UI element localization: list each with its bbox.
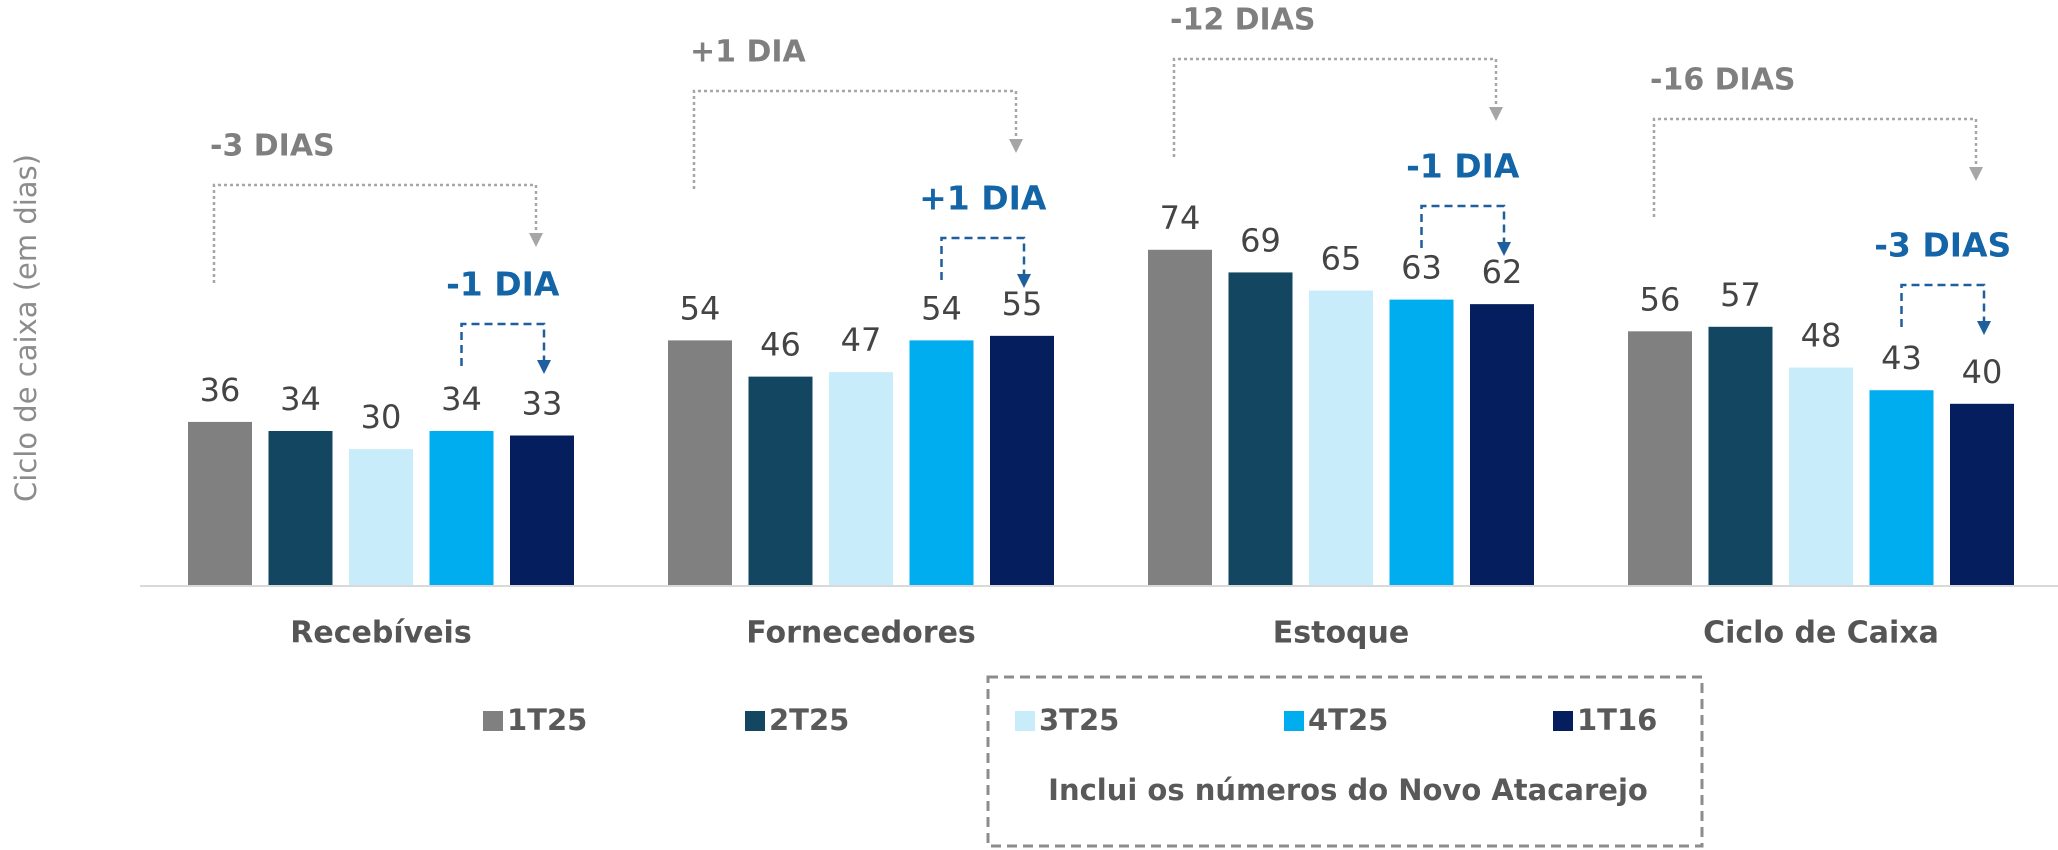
total-bracket-arrow	[1969, 167, 1983, 181]
bar	[829, 372, 893, 585]
quarter-bracket-arrow	[1977, 321, 1991, 335]
value-label: 57	[1720, 276, 1761, 314]
bar	[1470, 304, 1534, 585]
legend-label: 2T25	[769, 703, 849, 737]
total-annotation: +1 DIA	[690, 35, 807, 70]
value-label: 54	[921, 289, 962, 327]
bar	[1869, 390, 1934, 585]
value-label: 46	[760, 326, 801, 364]
bar	[188, 421, 252, 585]
quarter-bracket	[1900, 283, 1986, 327]
quarter-bracket-arrow	[1017, 274, 1031, 288]
bar	[268, 430, 333, 585]
total-bracket	[692, 89, 1018, 189]
value-label: 30	[361, 398, 402, 436]
value-label: 48	[1801, 317, 1842, 355]
x-tick-label: Ciclo de Caixa	[1703, 616, 1939, 651]
value-label: 33	[522, 385, 563, 423]
bar	[1628, 331, 1692, 585]
value-label: 63	[1401, 249, 1442, 287]
value-label: 47	[841, 321, 882, 359]
value-label: 36	[200, 371, 241, 409]
bar	[1950, 403, 2014, 585]
bar	[349, 449, 413, 585]
total-bracket-arrow	[1009, 139, 1023, 153]
note-box	[986, 675, 1704, 848]
legend-label: 3T25	[1039, 703, 1119, 737]
value-label: 74	[1160, 199, 1201, 237]
legend-label: 1T16	[1577, 703, 1657, 737]
bar	[909, 340, 974, 585]
quarter-bracket	[940, 236, 1026, 280]
bar	[1228, 272, 1293, 585]
total-annotation: -3 DIAS	[210, 129, 335, 164]
value-label: 43	[1881, 339, 1922, 377]
bar	[1789, 367, 1853, 585]
quarter-annotation: -1 DIA	[446, 265, 560, 304]
quarter-bracket-arrow	[537, 360, 551, 374]
total-bracket	[212, 183, 538, 283]
x-tick-label: Recebíveis	[290, 616, 471, 651]
bar	[990, 335, 1054, 585]
legend-label: 4T25	[1308, 703, 1388, 737]
legend-swatch	[1015, 711, 1035, 731]
y-axis-label: Ciclo de caixa (em dias)	[9, 154, 43, 502]
bar	[668, 340, 732, 585]
value-label: 40	[1962, 353, 2003, 391]
value-label: 55	[1002, 285, 1043, 323]
bar	[510, 435, 574, 585]
bar	[748, 376, 813, 585]
quarter-annotation: -3 DIAS	[1874, 226, 2011, 265]
total-bracket	[1172, 57, 1498, 157]
bar	[1389, 299, 1454, 585]
note: Inclui os números do Novo Atacarejo	[1048, 773, 1648, 807]
quarter-bracket-arrow	[1497, 242, 1511, 256]
value-label: 54	[680, 289, 721, 327]
legend-swatch	[483, 711, 503, 731]
value-label: 65	[1321, 240, 1362, 278]
legend-swatch	[1284, 711, 1304, 731]
bar	[1148, 249, 1212, 585]
value-label: 34	[280, 380, 321, 418]
x-tick-label: Estoque	[1273, 616, 1409, 651]
bar	[429, 430, 494, 585]
bar	[1708, 326, 1773, 585]
total-annotation: -16 DIAS	[1650, 63, 1796, 98]
total-bracket	[1652, 117, 1978, 217]
quarter-annotation: +1 DIA	[919, 179, 1047, 218]
value-label: 69	[1240, 221, 1281, 259]
legend-label: 1T25	[507, 703, 587, 737]
quarter-annotation: -1 DIA	[1406, 147, 1520, 186]
quarter-bracket	[460, 322, 546, 366]
value-label: 34	[441, 380, 482, 418]
legend-swatch	[745, 711, 765, 731]
value-label: 62	[1482, 253, 1523, 291]
total-bracket-arrow	[529, 233, 543, 247]
value-label: 56	[1640, 280, 1681, 318]
bar	[1309, 290, 1373, 585]
quarter-bracket	[1420, 204, 1506, 248]
total-bracket-arrow	[1489, 107, 1503, 121]
x-tick-label: Fornecedores	[746, 616, 976, 651]
legend-swatch	[1553, 711, 1573, 731]
total-annotation: -12 DIAS	[1170, 3, 1316, 38]
